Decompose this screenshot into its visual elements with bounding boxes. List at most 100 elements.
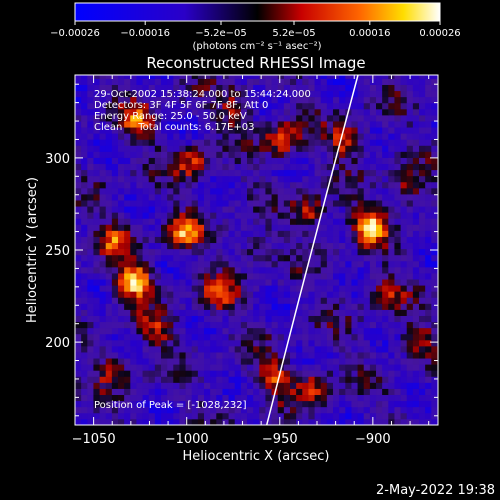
heatmap-cell: [412, 339, 420, 347]
heatmap-cell: [277, 145, 285, 152]
heatmap-cell: [363, 139, 371, 146]
heatmap-cell: [216, 151, 223, 158]
heatmap-cell: [326, 273, 334, 280]
heatmap-cell: [173, 102, 180, 110]
heatmap-cell: [425, 394, 432, 402]
heatmap-cell: [425, 303, 432, 310]
heatmap-cell: [81, 175, 88, 183]
heatmap-cell: [302, 151, 309, 158]
heatmap-cell: [351, 90, 358, 98]
heatmap-cell: [154, 388, 162, 396]
heatmap-cell: [388, 175, 395, 183]
heatmap-cell: [363, 388, 371, 396]
heatmap-cell: [81, 260, 88, 268]
heatmap-cell: [204, 169, 211, 177]
heatmap-cell: [253, 376, 260, 383]
heatmap-cell: [308, 114, 315, 122]
heatmap-cell: [222, 84, 229, 92]
heatmap-cell: [142, 418, 150, 425]
heatmap-cell: [431, 285, 438, 292]
heatmap-cell: [222, 370, 229, 377]
heatmap-cell: [161, 376, 168, 383]
heatmap-cell: [369, 242, 377, 250]
heatmap-cell: [191, 236, 199, 244]
heatmap-cell: [154, 187, 162, 195]
heatmap-cell: [412, 139, 420, 146]
heatmap-cell: [216, 327, 223, 335]
heatmap-cell: [111, 114, 119, 122]
heatmap-cell: [419, 273, 426, 280]
heatmap-cell: [173, 218, 180, 225]
heatmap-cell: [339, 345, 346, 353]
heatmap-cell: [265, 133, 272, 140]
heatmap-cell: [148, 266, 156, 274]
heatmap-cell: [124, 75, 131, 79]
heatmap-cell: [345, 187, 352, 195]
heatmap-cell: [111, 297, 119, 304]
heatmap-cell: [253, 364, 260, 371]
heatmap-cell: [161, 327, 168, 335]
heatmap-cell: [154, 418, 162, 425]
heatmap-cell: [111, 382, 119, 389]
heatmap-cell: [204, 230, 211, 237]
heatmap-cell: [240, 145, 248, 152]
heatmap-cell: [277, 78, 285, 85]
heatmap-cell: [290, 84, 297, 92]
heatmap-cell: [247, 224, 254, 231]
heatmap-cell: [197, 218, 205, 225]
heatmap-cell: [191, 139, 199, 146]
heatmap-cell: [345, 315, 352, 323]
heatmap-cell: [185, 412, 193, 420]
heatmap-cell: [216, 364, 223, 371]
heatmap-cell: [247, 187, 254, 195]
heatmap-cell: [228, 291, 236, 298]
heatmap-cell: [320, 181, 328, 189]
heatmap-cell: [345, 291, 352, 298]
heatmap-cell: [382, 394, 389, 402]
heatmap-cell: [111, 84, 119, 92]
heatmap-cell: [431, 121, 438, 128]
heatmap-cell: [191, 206, 199, 213]
heatmap-cell: [382, 279, 389, 286]
heatmap-cell: [204, 315, 211, 323]
heatmap-cell: [296, 333, 303, 341]
heatmap-cell: [265, 279, 272, 286]
heatmap-cell: [197, 345, 205, 353]
heatmap-cell: [204, 254, 211, 262]
heatmap-cell: [216, 145, 223, 152]
heatmap-cell: [283, 388, 291, 396]
heatmap-cell: [130, 206, 137, 213]
heatmap-cell: [210, 406, 217, 414]
heatmap-cell: [185, 248, 193, 256]
heatmap-cell: [314, 352, 322, 359]
heatmap-cell: [425, 327, 432, 335]
heatmap-cell: [345, 75, 352, 79]
heatmap-cell: [142, 285, 150, 292]
heatmap-cell: [326, 394, 334, 402]
heatmap-cell: [179, 169, 186, 177]
heatmap-cell: [308, 102, 315, 110]
heatmap-cell: [290, 273, 297, 280]
heatmap-cell: [87, 248, 94, 256]
heatmap-cell: [124, 279, 131, 286]
heatmap-cell: [283, 309, 291, 316]
heatmap-cell: [124, 339, 131, 347]
heatmap-cell: [314, 114, 322, 122]
heatmap-cell: [369, 139, 377, 146]
heatmap-cell: [265, 75, 272, 79]
heatmap-cell: [357, 145, 365, 152]
heatmap-cell: [406, 90, 414, 98]
heatmap-cell: [105, 84, 113, 92]
heatmap-cell: [240, 200, 248, 207]
heatmap-cell: [185, 382, 193, 389]
heatmap-cell: [271, 157, 279, 165]
heatmap-cell: [179, 96, 186, 104]
heatmap-cell: [425, 218, 432, 225]
heatmap-cell: [369, 376, 377, 383]
heatmap-cell: [99, 102, 107, 110]
heatmap-cell: [191, 102, 199, 110]
heatmap-cell: [179, 327, 186, 335]
heatmap-cell: [136, 236, 143, 244]
heatmap-cell: [265, 248, 272, 256]
